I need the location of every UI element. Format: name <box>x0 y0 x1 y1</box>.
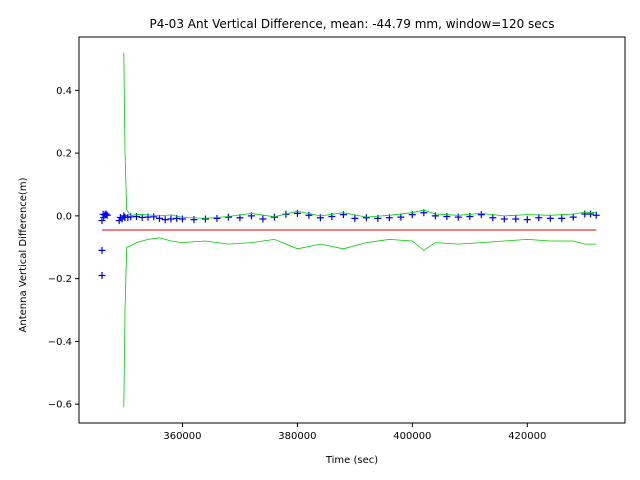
x-tick-label: 400000 <box>393 431 431 442</box>
series-0-point <box>397 213 405 221</box>
series-0-point <box>569 213 577 221</box>
x-tick-label: 380000 <box>278 431 316 442</box>
series-0-point <box>161 216 169 224</box>
series-0-point <box>103 211 111 219</box>
series-0-point <box>213 214 221 222</box>
y-axis-label: Antenna Vertical Difference(m) <box>18 177 29 332</box>
series-2-line <box>123 237 597 408</box>
series-0-point <box>587 210 595 218</box>
series-0-point <box>351 214 359 222</box>
series-0-point <box>98 272 106 280</box>
axes-frame <box>78 36 626 424</box>
series-0-point <box>167 215 175 223</box>
series-0-point <box>190 216 198 224</box>
series-0-point <box>454 213 462 221</box>
series-0-point <box>178 215 186 223</box>
series-0-point <box>558 214 566 222</box>
y-tick-label: 0.4 <box>56 86 72 97</box>
x-axis-label: Time (sec) <box>325 455 378 466</box>
series-0-point <box>98 217 106 225</box>
series-0-point <box>201 215 209 223</box>
series-0-point <box>150 213 158 221</box>
plot-area: 360000 380000 400000 420000 −0.6 −0.4 −0.2 0.0 0… <box>48 36 626 442</box>
series-0-point <box>546 214 554 222</box>
y-tick-label: −0.6 <box>48 400 72 411</box>
series-0-point <box>431 212 439 220</box>
series-0-point <box>224 213 232 221</box>
series-0-point <box>362 214 370 222</box>
series-0-point <box>316 214 324 222</box>
x-tick-label: 420000 <box>508 431 546 442</box>
y-tick-label: 0.0 <box>56 211 72 222</box>
y-tick-label: 0.2 <box>56 149 72 160</box>
series-0-point <box>259 215 267 223</box>
series-0-point <box>236 214 244 222</box>
series-0-point <box>305 211 313 219</box>
series-0-point <box>443 213 451 221</box>
y-tick-label: −0.4 <box>48 337 72 348</box>
series-0-point <box>477 211 485 219</box>
series-0-point <box>523 216 531 224</box>
series-0-point <box>512 215 520 223</box>
series-0-point <box>98 246 106 254</box>
series-0-point <box>120 212 128 220</box>
series-0-point <box>339 211 347 219</box>
y-tick-label: −0.2 <box>48 274 72 285</box>
series-0-point <box>500 215 508 223</box>
x-tick-label: 360000 <box>163 431 201 442</box>
series-1-line <box>123 52 597 219</box>
chart-title: P4-03 Ant Vertical Difference, mean: -44… <box>149 17 554 31</box>
series-0-point <box>535 214 543 222</box>
series-0-point <box>102 210 110 218</box>
series-0-point <box>489 214 497 222</box>
